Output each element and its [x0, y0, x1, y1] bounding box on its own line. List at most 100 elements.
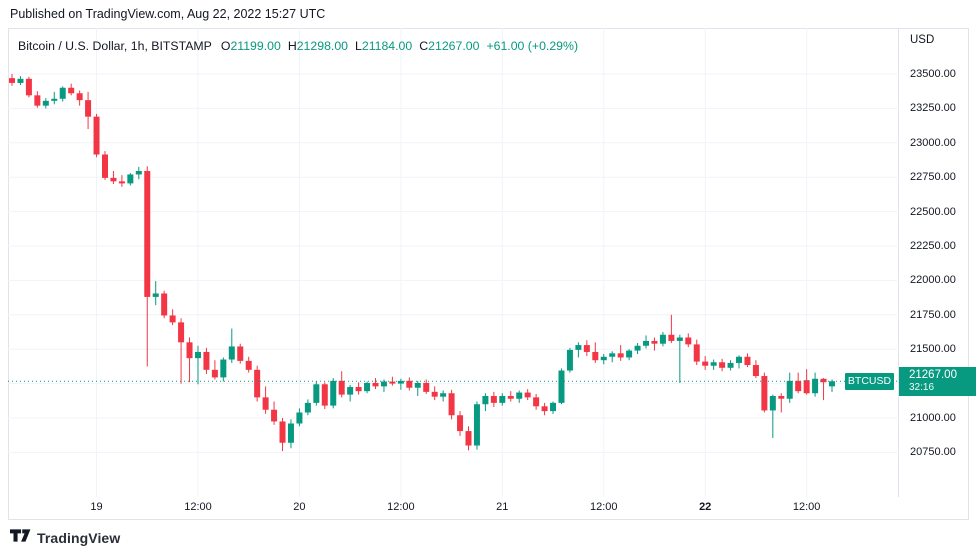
candle-body: [169, 315, 176, 323]
candle-body: [245, 360, 252, 370]
candle-body: [736, 356, 743, 363]
tradingview-brand-text: TradingView: [37, 529, 121, 546]
candle-body: [220, 359, 227, 378]
candle-body: [389, 381, 396, 384]
candle-body: [457, 415, 464, 432]
candle-body: [710, 362, 717, 366]
legend-symbol-title: Bitcoin / U.S. Dollar, 1h, BITSTAMP: [18, 39, 212, 53]
candle-body: [550, 402, 557, 412]
time-axis-label: 12:00: [184, 501, 212, 513]
candle-body: [659, 334, 666, 344]
currency-label: USD: [910, 34, 935, 46]
candle-body: [397, 380, 404, 384]
published-caption: Published on TradingView.com, Aug 22, 20…: [10, 7, 326, 21]
candle-body: [820, 378, 827, 383]
candle-body: [812, 378, 819, 394]
legend-ohlc-item: O21199.00: [220, 39, 281, 53]
candle-body: [237, 346, 244, 361]
time-axis-label: 21: [496, 501, 509, 513]
price-axis-label: 21500.00: [910, 343, 956, 356]
candle-body: [752, 365, 759, 377]
candle-body: [499, 395, 506, 403]
candle-body: [287, 423, 294, 443]
candle-body: [271, 409, 278, 422]
legend-ohlc-item: C21267.00: [419, 39, 480, 53]
candle-body: [364, 382, 371, 392]
candle-body: [372, 382, 379, 387]
candle-body: [304, 402, 311, 413]
last-price-value: 21267.00: [909, 369, 957, 382]
price-axis-label: 23000.00: [910, 136, 956, 149]
candle-body: [473, 404, 480, 446]
chart-frame: [8, 28, 969, 520]
candle-body: [203, 351, 210, 370]
candle-body: [161, 293, 168, 316]
last-price-flag: 21267.00 32:16: [899, 367, 976, 397]
candle-body: [380, 381, 387, 387]
symbol-price-flag: BTCUSD: [845, 372, 894, 390]
time-axis[interactable]: 19 12:00 20 12:00 21 12:00 22 12:00: [8, 497, 898, 520]
candle-body: [643, 340, 650, 346]
price-axis-label: 21750.00: [910, 308, 956, 321]
candle-body: [803, 380, 810, 394]
candle-body: [448, 393, 455, 416]
candle-body: [59, 87, 66, 99]
candle-body: [465, 431, 472, 446]
candle-body: [186, 342, 193, 359]
candle-body: [178, 322, 185, 343]
candle-body: [558, 370, 565, 403]
price-axis[interactable]: USD 23500.00 23250.00 23000.00 22750.00 2250…: [898, 28, 969, 497]
tradingview-attribution-link[interactable]: TradingView: [10, 529, 120, 546]
candle-body: [490, 395, 497, 403]
candle-body: [51, 98, 58, 101]
candle-body: [617, 353, 624, 358]
candle-body: [431, 391, 438, 397]
candle-body: [516, 392, 523, 399]
chart-legend: Bitcoin / U.S. Dollar, 1h, BITSTAMP O2119…: [18, 39, 578, 53]
candle-body: [42, 100, 49, 106]
candle-body: [685, 337, 692, 345]
candle-body: [135, 171, 142, 175]
price-axis-label: 22250.00: [910, 240, 956, 252]
candle-body: [68, 87, 75, 94]
price-axis-label: 23500.00: [910, 68, 956, 80]
candle-body: [101, 154, 108, 178]
tradingview-logo-icon: [10, 529, 31, 542]
candle-body: [194, 351, 201, 359]
candle-body: [296, 412, 303, 424]
candle-body: [118, 181, 125, 184]
candle-body: [693, 344, 700, 362]
time-axis-label: 19: [90, 501, 103, 513]
candle-body: [719, 362, 726, 368]
time-axis-label: 22: [699, 501, 712, 513]
candle-body: [211, 369, 218, 378]
price-axis-label: 23250.00: [910, 102, 956, 115]
candle-body: [228, 346, 235, 360]
candle-body: [592, 351, 599, 361]
candle-body: [34, 95, 41, 106]
candle-body: [347, 387, 354, 395]
candle-body: [262, 397, 269, 410]
candle-body: [93, 116, 100, 155]
candle-body: [152, 293, 159, 297]
candle-body: [414, 382, 421, 388]
time-axis-label: 20: [293, 501, 306, 513]
candle-body: [85, 100, 92, 117]
candle-body: [406, 380, 413, 388]
price-axis-label: 22000.00: [910, 274, 956, 287]
candle-body: [144, 171, 151, 297]
time-axis-label: 12:00: [387, 501, 415, 513]
candle-body: [17, 78, 24, 83]
candle-body: [609, 353, 616, 357]
candle-body: [127, 174, 134, 184]
candle-body: [829, 381, 835, 387]
candle-body: [769, 395, 776, 411]
legend-change: +61.00 (+0.29%): [486, 39, 579, 53]
bar-countdown: 32:16: [909, 382, 935, 394]
candle-body: [482, 395, 489, 405]
candle-body: [533, 397, 540, 407]
price-axis-label: 22500.00: [910, 205, 956, 218]
candle-body: [313, 384, 320, 403]
